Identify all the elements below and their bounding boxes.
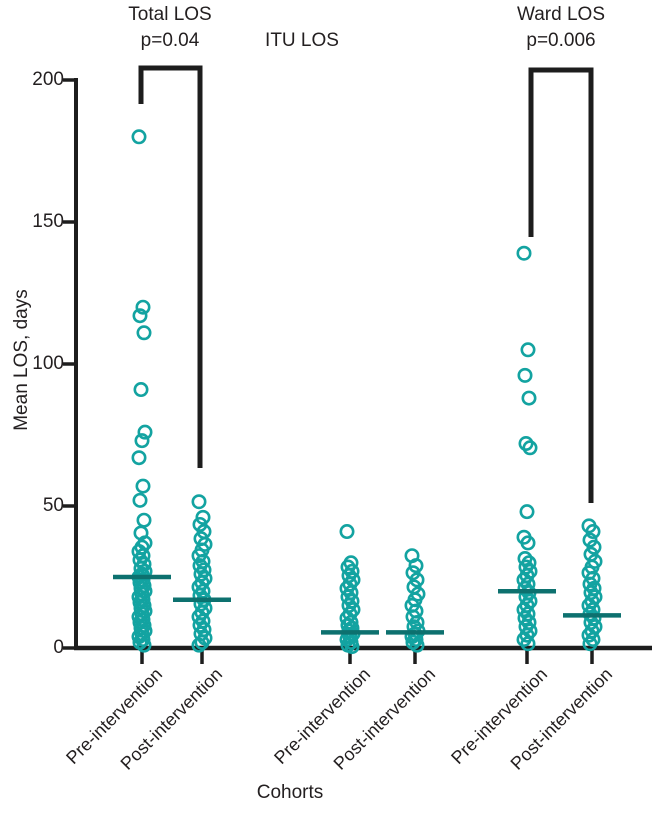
data-point-circle [194, 634, 210, 650]
group-label-itu-los: ITU LOS [265, 28, 339, 54]
data-point-circle [192, 558, 208, 574]
data-point-circle [344, 639, 360, 655]
data-point-circle [520, 535, 536, 551]
data-point-circle [132, 492, 148, 508]
data-point-circle [192, 617, 208, 633]
group-title: Ward LOS [517, 4, 605, 25]
data-point-circle [135, 299, 151, 315]
data-point-circle [191, 637, 207, 653]
data-point-circle [581, 627, 597, 643]
p-value: p=0.006 [526, 30, 596, 51]
data-point-circle [582, 576, 598, 592]
data-point-circle [520, 342, 536, 358]
y-tick-label: 50 [42, 495, 64, 516]
data-point-circle [581, 597, 597, 613]
x-axis-title: Cohorts [256, 782, 324, 803]
data-point-circle [133, 382, 149, 398]
data-point-circle [516, 572, 532, 588]
data-point-circle [585, 524, 601, 540]
data-point-circle [131, 450, 147, 466]
significance-bracket [528, 67, 594, 503]
data-point-circle [409, 572, 425, 588]
data-point-circle [517, 367, 533, 383]
significance-bracket [138, 65, 203, 468]
y-tick-label: 200 [32, 69, 64, 90]
group-title: Total LOS [128, 4, 212, 25]
p-value: p=0.04 [140, 30, 200, 51]
data-point-circle [339, 580, 355, 596]
data-point-circle [339, 524, 355, 540]
data-point-circle [516, 245, 532, 261]
data-point-circle [191, 579, 207, 595]
data-point-circle [521, 390, 537, 406]
data-point-circle [522, 440, 538, 456]
data-point-circle [136, 637, 152, 653]
data-point-circle [582, 636, 598, 652]
y-tick-label: 150 [32, 211, 64, 232]
data-point-circle [191, 609, 207, 625]
y-tick-label: 100 [32, 353, 64, 374]
data-point-circle [131, 543, 147, 559]
group-title: ITU LOS [265, 30, 339, 51]
group-label-ward-los: Ward LOS p=0.006 [517, 2, 605, 54]
data-point-circle [516, 631, 532, 647]
data-point-circle [135, 478, 151, 494]
data-point-circle [519, 504, 535, 520]
data-point-circle [195, 509, 211, 525]
data-point-circle [518, 436, 534, 452]
data-point-circle [340, 589, 356, 605]
data-point-circle [135, 631, 151, 647]
data-point-circle [191, 494, 207, 510]
data-point-circle [409, 637, 425, 653]
data-point-circle [517, 610, 533, 626]
y-tick-label: 0 [53, 637, 64, 658]
data-point-circle [132, 308, 148, 324]
data-point-circle [136, 325, 152, 341]
data-point-circle [516, 602, 532, 618]
data-point-circle [586, 539, 602, 555]
data-point-circle [136, 512, 152, 528]
data-point-circle [131, 129, 147, 145]
data-point-circle [517, 580, 533, 596]
data-point-circle [340, 559, 356, 575]
data-point-circle [134, 433, 150, 449]
data-point-circle [520, 636, 536, 652]
group-label-total-los: Total LOS p=0.04 [128, 2, 211, 54]
data-point-circle [408, 558, 424, 574]
data-point-circle [517, 551, 533, 567]
data-point-circle [137, 424, 153, 440]
